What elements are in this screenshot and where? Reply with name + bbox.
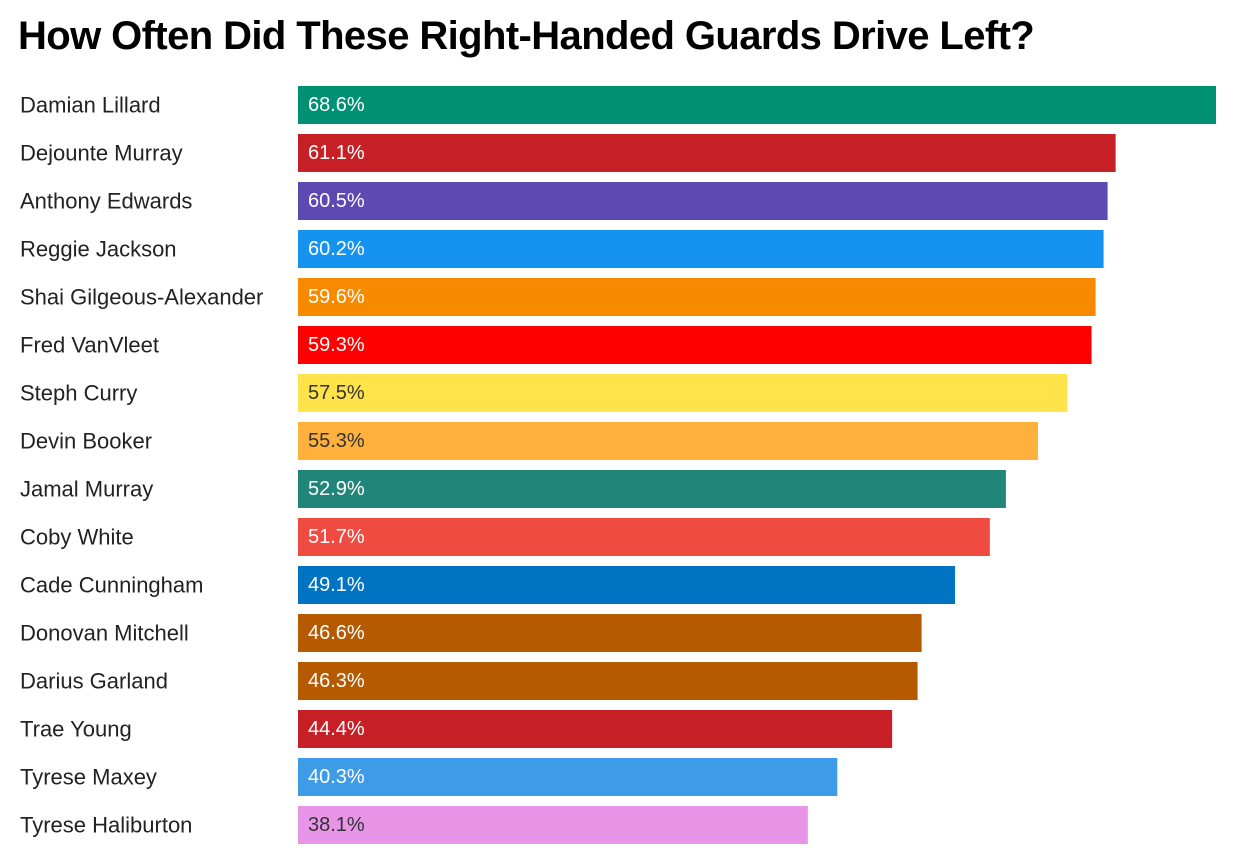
category-label: Anthony Edwards <box>20 189 192 214</box>
category-label: Trae Young <box>20 717 132 742</box>
bar <box>298 518 990 556</box>
value-label: 51.7% <box>308 526 365 548</box>
category-label: Fred VanVleet <box>20 333 159 358</box>
value-label: 68.6% <box>308 94 365 116</box>
category-label: Tyrese Haliburton <box>20 813 192 838</box>
bar <box>298 806 808 844</box>
value-label: 38.1% <box>308 814 365 836</box>
value-label: 44.4% <box>308 718 365 740</box>
category-label: Shai Gilgeous-Alexander <box>20 285 263 310</box>
bar <box>298 182 1108 220</box>
value-label: 60.5% <box>308 190 365 212</box>
bar <box>298 662 918 700</box>
value-label: 57.5% <box>308 382 365 404</box>
bar <box>298 710 893 748</box>
bar <box>298 278 1096 316</box>
value-label: 49.1% <box>308 574 365 596</box>
category-label: Reggie Jackson <box>20 237 177 262</box>
category-label: Darius Garland <box>20 669 168 694</box>
category-label: Devin Booker <box>20 429 152 454</box>
category-label: Steph Curry <box>20 381 137 406</box>
bar <box>298 566 956 604</box>
bar <box>298 86 1216 124</box>
value-label: 59.3% <box>308 334 365 356</box>
category-label: Cade Cunningham <box>20 573 203 598</box>
bar <box>298 134 1116 172</box>
category-label: Donovan Mitchell <box>20 621 189 646</box>
value-label: 52.9% <box>308 478 365 500</box>
category-label: Tyrese Maxey <box>20 765 157 790</box>
bar <box>298 230 1104 268</box>
bar <box>298 422 1039 460</box>
value-label: 40.3% <box>308 766 365 788</box>
bar <box>298 374 1068 412</box>
value-label: 46.6% <box>308 622 365 644</box>
value-label: 61.1% <box>308 142 365 164</box>
value-label: 60.2% <box>308 238 365 260</box>
category-label: Dejounte Murray <box>20 141 183 166</box>
category-label: Damian Lillard <box>20 93 161 118</box>
category-label: Coby White <box>20 525 134 550</box>
bar <box>298 326 1092 364</box>
category-label: Jamal Murray <box>20 477 153 502</box>
value-label: 59.6% <box>308 286 365 308</box>
bar <box>298 470 1006 508</box>
bar <box>298 758 838 796</box>
chart-title: How Often Did These Right-Handed Guards … <box>18 14 1035 58</box>
value-label: 55.3% <box>308 430 365 452</box>
bar <box>298 614 922 652</box>
value-label: 46.3% <box>308 670 365 692</box>
